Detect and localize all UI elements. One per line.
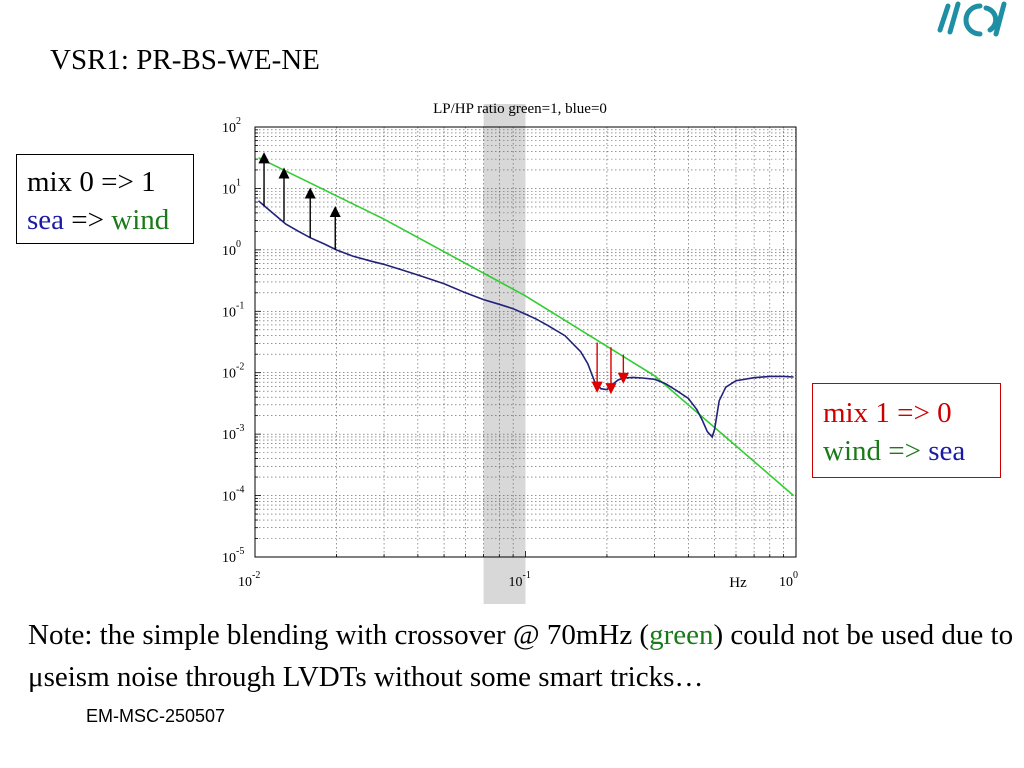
wind-word: wind — [823, 435, 881, 467]
note-part-3: seism noise through LVDTs without some s… — [43, 661, 704, 693]
arrow-text: => — [64, 204, 112, 236]
green-series-line — [258, 156, 795, 497]
note-green-word: green — [649, 619, 714, 651]
x-axis-label: Hz — [729, 575, 747, 591]
tick-marks — [254, 129, 785, 558]
wind-word: wind — [111, 204, 170, 236]
note-text: Note: the simple blending with crossover… — [28, 614, 1018, 698]
mix-1-to-0-label: mix 1 => 0 — [823, 397, 952, 429]
virgo-logo — [937, 1, 1007, 37]
note-part-2: ) could not be used due to — [713, 619, 1014, 651]
slide-title: VSR1: PR-BS-WE-NE — [50, 44, 320, 76]
sea-word: sea — [27, 204, 65, 236]
sea-to-wind-label: sea => wind — [27, 201, 193, 239]
mu-symbol: μ — [28, 661, 44, 693]
mix-1-to-0-box: mix 1 => 0 wind => sea — [812, 383, 1001, 478]
annotation-arrows — [258, 152, 629, 395]
footer-code: EM-MSC-250507 — [86, 706, 226, 726]
sea-word: sea — [928, 435, 966, 467]
wind-to-sea-label: wind => sea — [823, 432, 1000, 470]
mix-0-to-1-box: mix 0 => 1 sea => wind — [16, 154, 194, 244]
chart-title: LP/HP ratio green=1, blue=0 — [433, 101, 607, 117]
arrow-text: => — [881, 435, 929, 467]
blue-series-line — [257, 200, 794, 439]
mix-0-to-1-label: mix 0 => 1 — [27, 166, 156, 198]
shaded-band — [483, 104, 526, 604]
note-part-1: Note: the simple blending with crossover… — [28, 619, 650, 651]
